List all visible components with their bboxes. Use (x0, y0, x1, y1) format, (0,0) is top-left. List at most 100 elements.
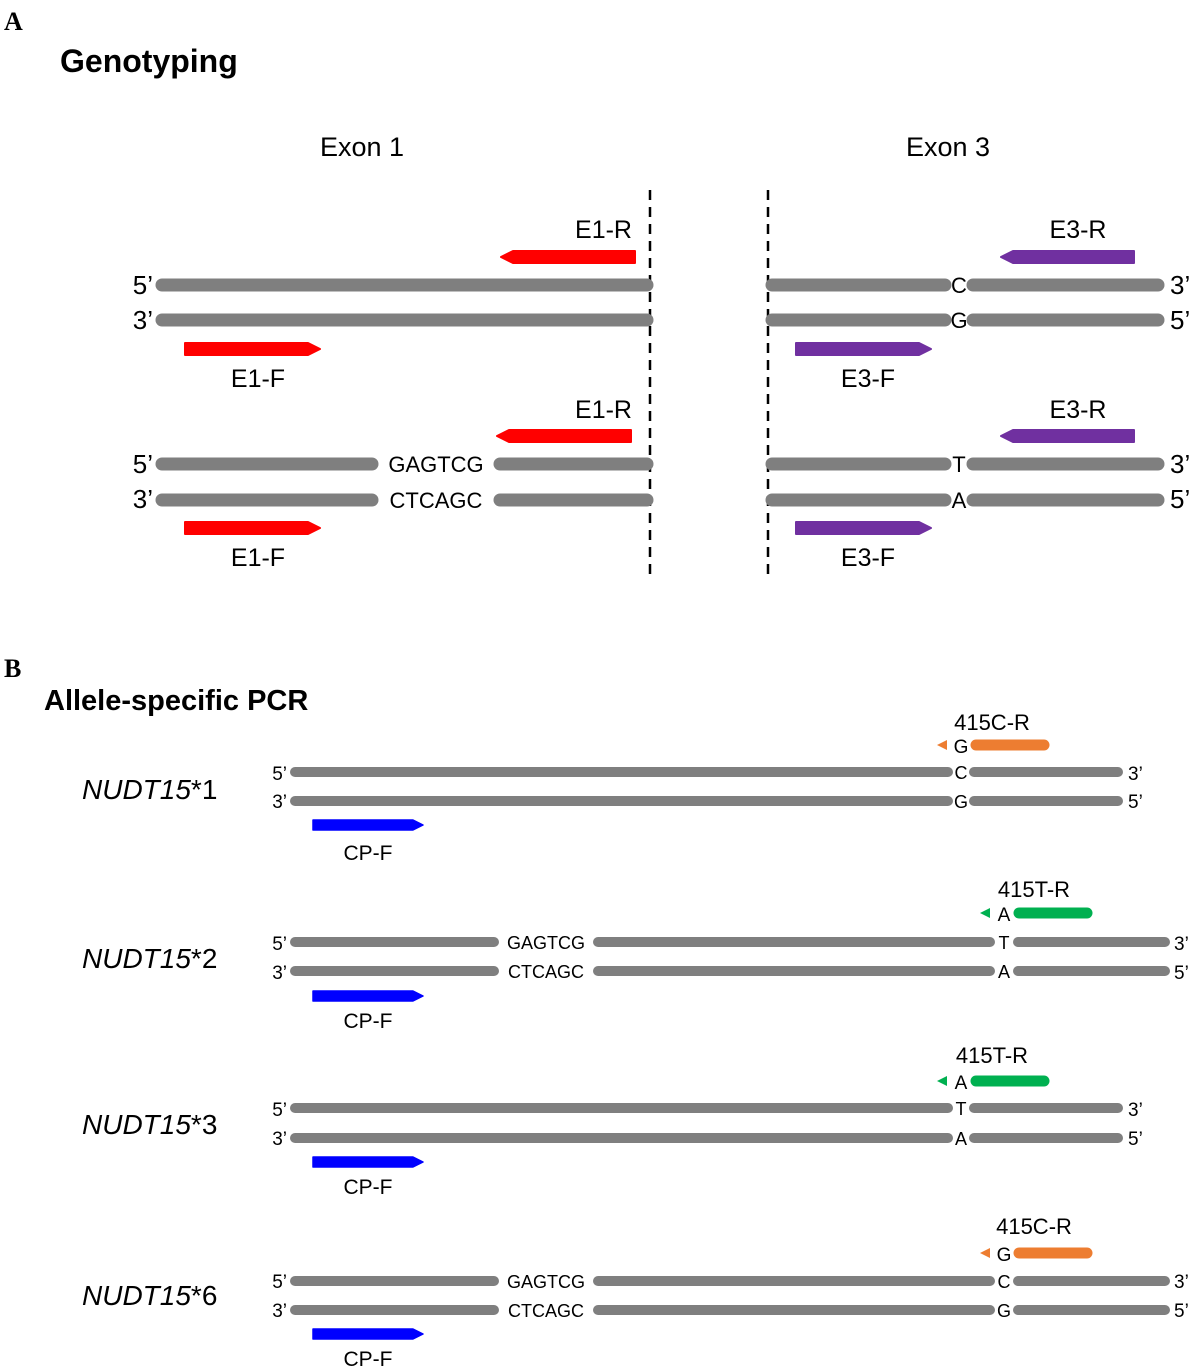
e3-r-label: E3-R (1050, 396, 1107, 424)
snp-top-base: T (956, 1099, 967, 1119)
snp-top-base: C (955, 763, 968, 783)
allele-row: 415T-R A NUDT15*3 5’ T 3’ 3’ A 5’ CP-F (82, 1043, 1143, 1199)
cp-f-label: CP-F (344, 842, 393, 865)
snp-top-base: T (952, 452, 965, 477)
snp-top-base: T (999, 933, 1010, 953)
allele-suffix: *1 (191, 774, 217, 805)
cp-f-primer (312, 990, 424, 1002)
allele-primer-label: 415C-R (954, 710, 1030, 735)
strand-3-end-label: 3’ (1128, 1100, 1143, 1121)
e1-f-primer (184, 521, 321, 535)
strand-3-end-label: 3’ (1174, 934, 1189, 955)
snp-bottom-base: G (997, 1301, 1011, 1321)
e3-r-label: E3-R (1050, 216, 1107, 244)
allele-primer-arrowhead (980, 1248, 990, 1258)
strand-5-end-label: 5’ (1128, 792, 1143, 813)
allele-label: NUDT15*2 (82, 943, 217, 974)
cp-f-label: CP-F (344, 1348, 393, 1371)
allele-primer-base: A (998, 905, 1011, 926)
allele-row: 415C-R G NUDT15*6 5’ GAGTCG C 3’ 3’ CTCA… (82, 1214, 1189, 1371)
panel-b-title: Allele-specific PCR (44, 685, 308, 717)
e1-f-label: E1-F (231, 544, 285, 572)
strand-3-end-label: 3’ (272, 792, 287, 813)
allele-primer-arrowhead (980, 908, 990, 918)
strand-5-end-label: 5’ (133, 449, 153, 479)
strand-3-end-label: 3’ (133, 484, 153, 514)
allele-label: NUDT15*3 (82, 1109, 217, 1140)
cp-f-primer (312, 1328, 424, 1340)
cp-f-label: CP-F (344, 1010, 393, 1033)
strand-5-end-label: 5’ (272, 764, 287, 785)
strand-3-end-label: 3’ (1170, 270, 1190, 300)
gene-name: NUDT15 (82, 1280, 191, 1311)
panel-b-letter: B (4, 654, 21, 683)
insertion-bottom-sequence: CTCAGC (508, 1301, 584, 1321)
gene-name: NUDT15 (82, 943, 191, 974)
cp-f-primer (312, 819, 424, 831)
allele-row: 415T-R A NUDT15*2 5’ GAGTCG T 3’ 3’ CTCA… (82, 877, 1189, 1033)
strand-3-end-label: 3’ (133, 305, 153, 335)
allele-primer-base: G (997, 1245, 1012, 1266)
strand-3-end-label: 3’ (1170, 449, 1190, 479)
strand-5-end-label: 5’ (133, 270, 153, 300)
strand-3-end-label: 3’ (272, 963, 287, 984)
allele-row: 415C-R G NUDT15*1 5’ C 3’ 3’ G 5’ CP-F (82, 710, 1143, 865)
gene-name: NUDT15 (82, 774, 191, 805)
allele-primer-base: A (955, 1073, 968, 1094)
insertion-top-sequence: GAGTCG (507, 933, 585, 953)
allele-primer-label: 415T-R (956, 1043, 1028, 1068)
e3-f-primer (795, 342, 932, 356)
snp-top-base: C (951, 273, 967, 298)
insertion-top-sequence: GAGTCG (507, 1272, 585, 1292)
insertion-top-sequence: GAGTCG (388, 452, 483, 477)
snp-top-base: C (998, 1272, 1011, 1292)
e1-f-label: E1-F (231, 365, 285, 393)
snp-bottom-base: G (950, 308, 967, 333)
e1-r-primer (500, 250, 636, 264)
cp-f-primer (312, 1156, 424, 1168)
panel-a-title: Genotyping (60, 43, 238, 79)
panel-a-letter: A (4, 7, 23, 36)
e3-r-primer (1000, 250, 1135, 264)
allele-suffix: *6 (191, 1280, 217, 1311)
e1-r-label: E1-R (575, 216, 632, 244)
strand-5-end-label: 5’ (272, 1100, 287, 1121)
strand-5-end-label: 5’ (272, 1272, 287, 1293)
allele-suffix: *2 (191, 943, 217, 974)
strand-5-end-label: 5’ (1128, 1129, 1143, 1150)
gene-name: NUDT15 (82, 1109, 191, 1140)
e3-f-label: E3-F (841, 365, 895, 393)
snp-bottom-base: A (952, 488, 967, 513)
insertion-bottom-sequence: CTCAGC (390, 488, 483, 513)
exon1-label: Exon 1 (320, 132, 404, 162)
allele-primer-arrowhead (937, 740, 947, 750)
e3-r-primer (1000, 429, 1135, 443)
insertion-bottom-sequence: CTCAGC (508, 962, 584, 982)
allele-primer-label: 415T-R (998, 877, 1070, 902)
strand-5-end-label: 5’ (1170, 305, 1190, 335)
e3-f-label: E3-F (841, 544, 895, 572)
allele-suffix: *3 (191, 1109, 217, 1140)
e3-f-primer (795, 521, 932, 535)
strand-3-end-label: 3’ (1174, 1272, 1189, 1293)
strand-5-end-label: 5’ (272, 934, 287, 955)
strand-3-end-label: 3’ (272, 1301, 287, 1322)
snp-bottom-base: A (955, 1129, 967, 1149)
allele-label: NUDT15*6 (82, 1280, 217, 1311)
strand-5-end-label: 5’ (1174, 1301, 1189, 1322)
snp-bottom-base: G (954, 792, 968, 812)
allele-primer-arrowhead (937, 1076, 947, 1086)
e1-r-label: E1-R (575, 396, 632, 424)
snp-bottom-base: A (998, 962, 1010, 982)
cp-f-label: CP-F (344, 1176, 393, 1199)
allele-primer-base: G (954, 737, 969, 758)
allele-primer-label: 415C-R (996, 1214, 1072, 1239)
exon3-label: Exon 3 (906, 132, 990, 162)
allele-label: NUDT15*1 (82, 774, 217, 805)
e1-f-primer (184, 342, 321, 356)
strand-5-end-label: 5’ (1170, 484, 1190, 514)
strand-5-end-label: 5’ (1174, 963, 1189, 984)
e1-r-primer (496, 429, 632, 443)
strand-3-end-label: 3’ (1128, 764, 1143, 785)
